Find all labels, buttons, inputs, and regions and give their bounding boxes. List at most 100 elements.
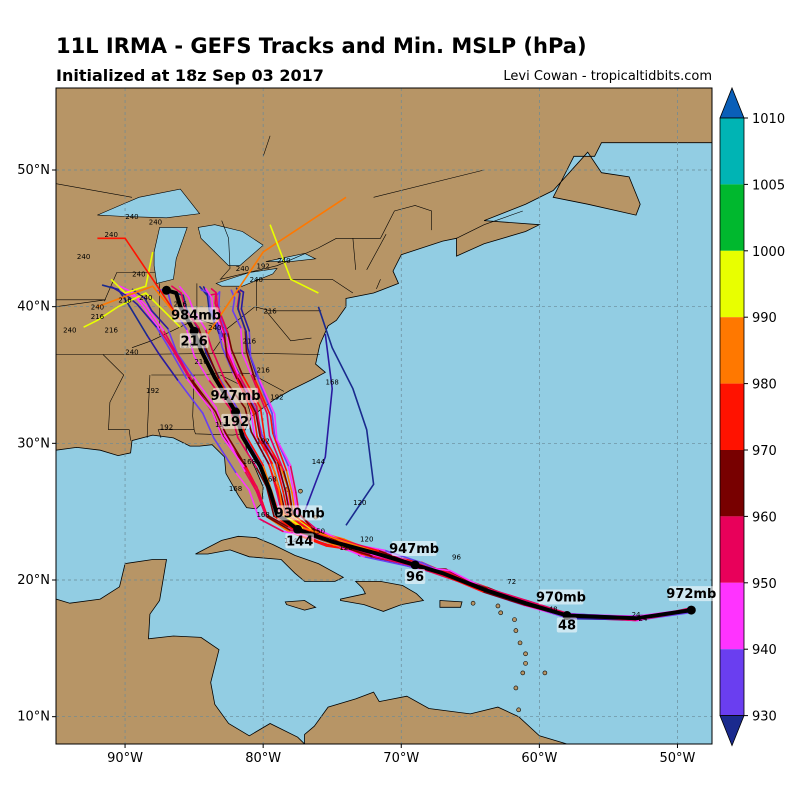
ensemble-segment xyxy=(136,303,158,328)
ensemble-hour-label: 240 xyxy=(277,257,290,265)
ensemble-hour-label: 240 xyxy=(139,294,152,302)
ensemble-hour-label: 216 xyxy=(105,327,119,335)
ensemble-segment xyxy=(363,555,409,567)
island xyxy=(495,603,501,609)
ensemble-segment xyxy=(250,373,268,415)
ensemble-segment xyxy=(482,590,525,606)
ensemble-segment xyxy=(223,332,228,358)
ensemble-hour-label: 240 xyxy=(149,219,162,227)
ensemble-segment xyxy=(259,406,266,440)
annotation-backdrop xyxy=(556,617,578,633)
ensemble-segment xyxy=(226,335,231,354)
ensemble-hour-label: 240 xyxy=(250,276,263,284)
ensemble-segment xyxy=(140,302,161,330)
ensemble-segment xyxy=(230,289,236,299)
ensemble-segment xyxy=(252,412,258,438)
colorbar-tick-label: 1010 xyxy=(752,112,785,127)
ensemble-segment xyxy=(255,485,268,518)
ensemble-hour-label: 120 xyxy=(360,536,373,544)
ensemble-segment xyxy=(236,436,258,468)
gridlines xyxy=(56,88,712,744)
ensemble-hour-label: 240 xyxy=(105,231,118,239)
annotation-backdrop xyxy=(277,505,323,521)
ensemble-segment xyxy=(276,460,287,492)
ensemble-segment xyxy=(204,328,213,350)
ensemble-segment xyxy=(127,302,148,337)
colorbar-tick-label: 970 xyxy=(752,444,777,459)
ensemble-track xyxy=(83,292,181,328)
state-border xyxy=(104,272,156,302)
colorbar-segment xyxy=(720,450,744,517)
ensemble-segment xyxy=(249,405,256,438)
ensemble-segment xyxy=(185,377,213,411)
ensemble-hour-label: 240 xyxy=(125,349,138,357)
ensemble-hour-label: 24 xyxy=(632,611,641,619)
ensemble-hour-label: 240 xyxy=(125,213,138,221)
ensemble-track xyxy=(269,224,319,294)
ensemble-segment xyxy=(245,330,249,349)
ensemble-segment xyxy=(282,469,291,493)
ensemble-hour-label: 168 xyxy=(326,379,339,387)
island xyxy=(513,685,519,691)
island xyxy=(523,651,528,657)
annotation-backdrop xyxy=(404,568,426,584)
ensemble-segment xyxy=(193,355,210,381)
ensemble-segment xyxy=(240,308,251,332)
colorbar-segment xyxy=(720,184,744,251)
ensemble-segment xyxy=(256,435,273,464)
annotation-backdrop xyxy=(179,333,209,349)
colorbar: 930 940 950 960 970 980 990 1000 1005 1010 xyxy=(719,86,785,747)
ensemble-segment xyxy=(214,291,217,304)
lake-ontario xyxy=(265,253,317,262)
land-cuba xyxy=(195,535,345,582)
ensemble-hour-label: 240 xyxy=(77,253,90,261)
ensemble-segment xyxy=(178,285,190,299)
ensemble-hour-label: 240 xyxy=(63,327,76,335)
track-annotation: 930mb xyxy=(275,506,325,521)
ensemble-segment xyxy=(276,438,292,466)
ensemble-segment xyxy=(136,296,147,306)
ensemble-segment xyxy=(245,350,256,381)
track-annotation: 972mb xyxy=(666,587,716,602)
ensemble-segment xyxy=(111,286,129,297)
lat-tick-label: 20°N xyxy=(17,573,50,588)
ensemble-track xyxy=(303,333,334,512)
state-border xyxy=(56,299,106,307)
ensemble-hour-label: 168 xyxy=(256,511,269,519)
ensemble-segment xyxy=(116,284,133,293)
ensemble-segment xyxy=(244,330,248,353)
ensemble-segment xyxy=(182,294,188,310)
state-border xyxy=(219,205,432,280)
ensemble-segment xyxy=(167,345,188,380)
ensemble-segment xyxy=(234,471,250,491)
ensemble-segment xyxy=(207,291,212,309)
ensemble-segment xyxy=(176,352,194,377)
ensemble-segment xyxy=(190,378,217,413)
lon-tick-label: 50°W xyxy=(660,751,696,766)
colorbar-frame xyxy=(719,117,745,716)
ensemble-segment xyxy=(235,287,241,295)
land-yucatan xyxy=(56,559,306,744)
chart-subtitle: Initialized at 18z Sep 03 2017 xyxy=(56,66,324,85)
colorbar-segment xyxy=(720,582,744,650)
ensemble-segment xyxy=(267,462,279,491)
ensemble-segment xyxy=(231,309,242,329)
ensemble-segment xyxy=(187,296,194,309)
track-annotation: 970mb xyxy=(536,591,586,606)
ensemble-segment xyxy=(237,308,247,333)
ensemble-segment xyxy=(239,326,244,355)
ensemble-hour-label: 120 xyxy=(353,499,366,507)
annotation-backdrop xyxy=(213,387,259,403)
colorbar-tick-label: 1005 xyxy=(752,178,785,193)
ensemble-segment xyxy=(526,600,570,615)
ensemble-segment xyxy=(268,435,285,471)
state-border xyxy=(352,238,356,270)
ensemble-segment xyxy=(213,437,237,474)
ensemble-segment xyxy=(131,288,146,300)
ensemble-segment xyxy=(239,289,245,293)
state-border xyxy=(265,310,312,342)
ensemble-segment xyxy=(263,437,282,467)
island xyxy=(517,640,523,646)
colorbar-segment xyxy=(720,250,744,318)
ensemble-hour-label: 216 xyxy=(256,366,270,374)
